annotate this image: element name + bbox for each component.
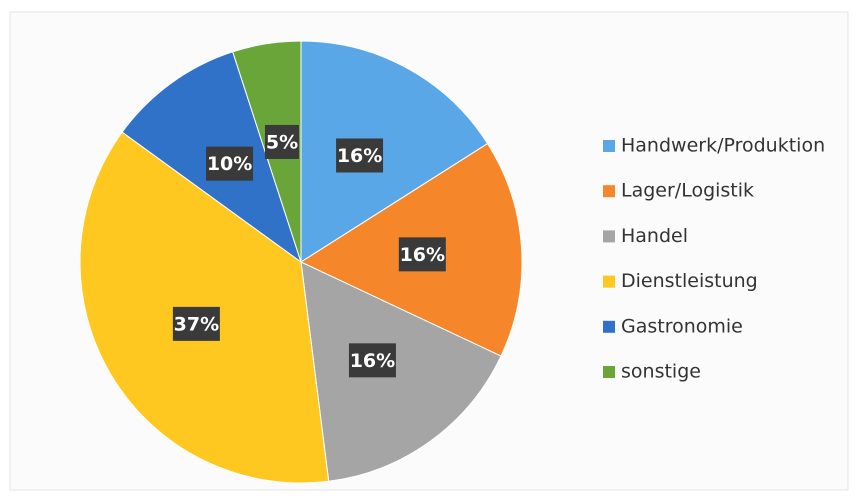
legend-swatch — [603, 140, 615, 152]
legend-label: Gastronomie — [621, 315, 743, 337]
legend-swatch — [603, 275, 615, 288]
data-label-box — [336, 138, 384, 173]
data-label: 16% — [350, 350, 395, 372]
legend-label: Handwerk/Produktion — [621, 135, 825, 157]
legend-label: Dienstleistung — [621, 270, 758, 292]
legend-swatch — [603, 185, 615, 198]
data-label-box — [206, 146, 254, 181]
data-label: 10% — [207, 153, 252, 175]
data-label-box — [172, 306, 220, 341]
data-label-box — [264, 124, 299, 159]
data-label: 16% — [400, 244, 445, 266]
legend-swatch — [603, 366, 615, 378]
legend-label: Lager/Logistik — [621, 180, 754, 202]
legend-swatch — [603, 230, 615, 243]
data-label: 5% — [266, 131, 298, 153]
legend-swatch — [603, 320, 615, 333]
legend-label: sonstige — [621, 361, 701, 383]
legend-label: Handel — [621, 225, 688, 247]
data-label-box — [398, 237, 446, 272]
data-label: 16% — [337, 145, 382, 167]
data-label: 37% — [174, 313, 219, 335]
pie-slice — [300, 261, 502, 482]
pie-slice — [300, 40, 489, 263]
data-label-box — [348, 343, 396, 378]
